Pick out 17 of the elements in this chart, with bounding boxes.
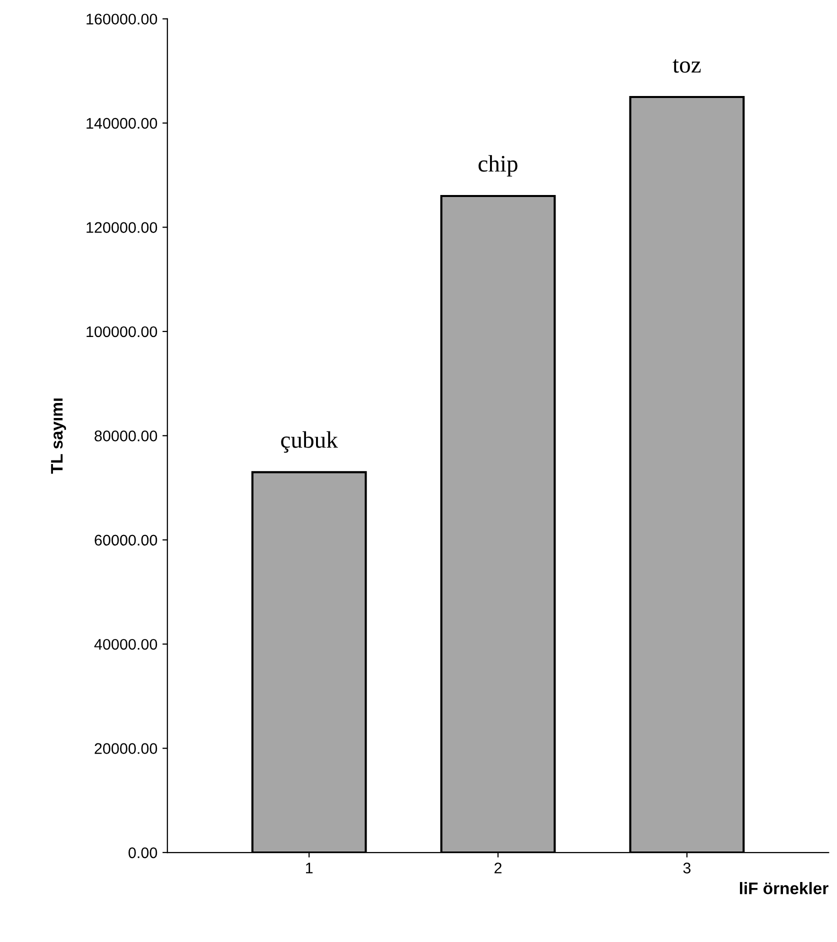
x-tick-label: 3: [683, 862, 691, 874]
annotation: çubuk: [281, 431, 338, 453]
y-axis-title: TL sayımı: [51, 398, 66, 474]
y-tick-label: 120000.00: [86, 222, 158, 233]
y-tick-label: 80000.00: [94, 430, 158, 442]
x-tick-label: 2: [494, 862, 502, 874]
y-tick-label: 20000.00: [94, 743, 158, 754]
y-tick-label: 140000.00: [86, 118, 158, 129]
annotation: toz: [672, 59, 701, 73]
y-tick-label: 100000.00: [86, 326, 158, 338]
x-axis-title: liF örnekler: [740, 882, 828, 894]
annotation: chip: [478, 155, 518, 177]
y-tick-label: 160000.00: [86, 14, 158, 25]
x-tick-label: 1: [306, 862, 313, 874]
y-tick-label: 0.00: [128, 847, 158, 858]
y-tick-label: 60000.00: [94, 534, 158, 546]
y-tick-label: 40000.00: [94, 638, 158, 650]
